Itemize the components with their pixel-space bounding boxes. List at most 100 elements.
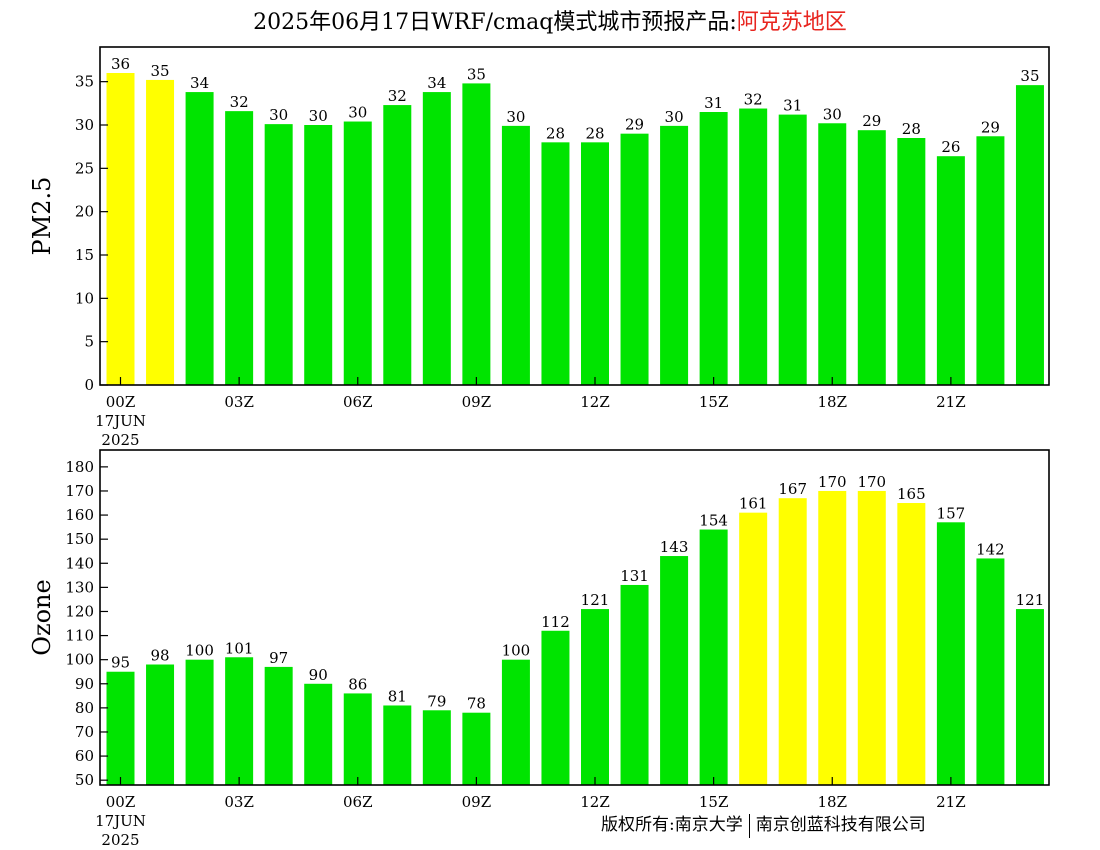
ozone-bar [897,503,926,785]
ozone-bar-label: 121 [1016,591,1045,609]
pm25-bar-label: 32 [230,93,249,111]
pm25-x-tick-label: 15Z [699,393,729,411]
pm25-x-tick-label: 00Z [106,393,136,411]
ozone-y-tick-label: 100 [65,651,94,669]
ozone-bar-label: 78 [467,695,486,713]
ozone-y-tick-label: 60 [75,747,94,765]
pm25-panel: 36 35 34 32 30 30 30 32 34 35 30 28 28 29 30 31 32 31 30 29… [28,46,1050,449]
pm25-y-axis-label: PM2.5 [28,177,56,256]
ozone-y-tick-label: 150 [65,530,94,548]
ozone-bar-label: 161 [739,495,768,513]
ozone-bar-label: 143 [660,538,689,556]
pm25-bar-label: 35 [467,65,486,83]
ozone-bar [304,683,333,785]
pm25-bar-label: 34 [190,74,209,92]
pm25-bar [976,136,1005,385]
ozone-bar-label: 95 [111,654,130,672]
pm25-y-tick-label: 0 [84,376,94,394]
pm25-date-day: 17JUN [95,412,146,430]
ozone-y-tick-label: 170 [65,482,94,500]
ozone-x-tick-label: 06Z [343,793,373,811]
ozone-bar [383,705,412,785]
pm25-x-tick-label: 18Z [817,393,847,411]
ozone-date-year: 2025 [101,831,139,849]
pm25-bar [422,92,451,385]
pm25-bar-label: 28 [902,120,921,138]
ozone-y-tick-label: 90 [75,675,94,693]
ozone-bar [462,712,491,785]
pm25-y-tick-label: 30 [75,116,94,134]
pm25-x-tick-label: 03Z [224,393,254,411]
pm25-bar-label: 29 [981,118,1000,136]
ozone-bar [1015,609,1044,785]
ozone-bar-label: 165 [897,485,926,503]
pm25-bar [462,83,491,386]
ozone-bar-label: 170 [818,473,847,491]
ozone-bar-label: 154 [699,512,728,530]
pm25-bar-label: 35 [1020,67,1039,85]
pm25-bar [106,73,135,385]
ozone-bar-label: 170 [857,473,886,491]
pm25-y-tick-label: 35 [75,73,94,91]
pm25-bar-label: 31 [783,97,802,115]
ozone-x-tick-label: 18Z [817,793,847,811]
pm25-bar [857,130,886,385]
ozone-y-tick-label: 50 [75,771,94,789]
ozone-bar [857,490,886,785]
pm25-bar-label: 30 [665,108,684,126]
title-text: 2025年06月17日WRF/cmaq模式城市预报产品: [253,10,737,35]
ozone-y-tick-label: 160 [65,506,94,524]
pm25-bar [897,138,926,385]
chart-title: 2025年06月17日WRF/cmaq模式城市预报产品:阿克苏地区 [0,4,1100,36]
ozone-bar [936,522,965,785]
ozone-bar-label: 86 [348,675,367,693]
pm25-frame [99,46,1050,386]
ozone-bar [699,529,728,785]
ozone-bar-label: 90 [309,666,328,684]
pm25-y-tick-label: 25 [75,159,94,177]
pm25-date-year: 2025 [101,431,139,449]
pm25-bar [541,142,570,385]
pm25-x-tick-label: 21Z [936,393,966,411]
ozone-bar [541,630,570,785]
ozone-bar-label: 97 [269,649,288,667]
pm25-bar-label: 31 [704,94,723,112]
ozone-bar-label: 81 [388,687,407,705]
ozone-bar-label: 142 [976,540,1005,558]
ozone-bar [976,558,1005,785]
ozone-x-tick-label: 00Z [106,793,136,811]
ozone-y-tick-label: 140 [65,554,94,572]
ozone-bar [106,671,135,785]
title-region: 阿克苏地区 [736,10,847,35]
ozone-bar-label: 100 [502,642,531,660]
ozone-bar [778,498,807,785]
ozone-bar [660,556,689,785]
ozone-bar-label: 100 [185,642,214,660]
pm25-bar-label: 29 [862,112,881,130]
pm25-x-tick-label: 09Z [462,393,492,411]
pm25-bar [225,111,254,385]
ozone-bar-label: 131 [620,567,649,585]
ozone-bar [422,710,451,785]
pm25-bar [699,112,728,385]
pm25-y-tick-label: 10 [75,289,94,307]
ozone-x-tick-label: 15Z [699,793,729,811]
ozone-y-tick-label: 80 [75,699,94,717]
pm25-bar [818,123,847,386]
ozone-y-axis-label: Ozone [28,579,56,655]
ozone-bar [818,490,847,785]
ozone-frame [99,449,1050,786]
ozone-bar [343,693,372,785]
pm25-bar [264,124,293,385]
ozone-bar [146,664,175,785]
ozone-bar [739,512,768,785]
ozone-y-tick-label: 120 [65,602,94,620]
pm25-bar-label: 30 [348,104,367,122]
pm25-x-tick-label: 06Z [343,393,373,411]
pm25-bar [146,79,175,386]
pm25-bar [185,92,214,385]
pm25-bar [620,133,649,385]
ozone-bar [264,666,293,785]
ozone-y-tick-label: 110 [65,627,94,645]
